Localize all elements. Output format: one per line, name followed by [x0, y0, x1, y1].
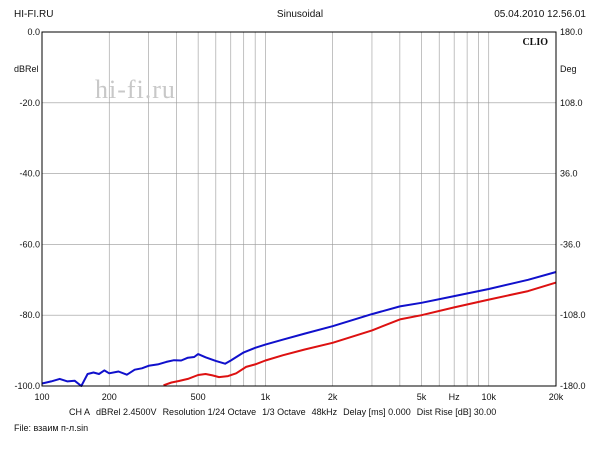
y2-axis-label: Deg — [560, 64, 577, 74]
info-item: Dist Rise [dB] 30.00 — [416, 407, 497, 417]
info-item: CH A — [69, 407, 91, 417]
x-tick-label: 20k — [549, 392, 564, 402]
x-tick-label: 200 — [102, 392, 117, 402]
brand-label: CLIO — [522, 37, 548, 48]
y-tick-label: -40.0 — [19, 169, 40, 179]
y2-tick-label: 36.0 — [560, 169, 578, 179]
x-tick-label: 10k — [481, 392, 496, 402]
x-tick-label: 500 — [191, 392, 206, 402]
watermark-text: hi-fi.ru — [95, 75, 176, 104]
app-title: HI-FI.RU — [14, 9, 54, 20]
measurement-info: CH A dBRel 2.4500V Resolution 1/24 Octave 1… — [69, 407, 502, 417]
info-item: dBRel 2.4500V — [96, 407, 157, 417]
axis-labels: 0.0 -20.0 -40.0 -60.0 -80.0 -100.0 180.0 108.0 3… — [14, 27, 586, 402]
y-tick-label: 0.0 — [27, 27, 40, 37]
x-tick-label: 2k — [328, 392, 338, 402]
measurement-mode: Sinusoidal — [276, 9, 324, 20]
x-tick-label: 100 — [34, 392, 49, 402]
y-tick-label: -60.0 — [19, 239, 40, 249]
y2-tick-label: -108.0 — [560, 310, 586, 320]
timestamp: 05.04.2010 12.56.01 — [494, 9, 586, 20]
y2-tick-label: -36.0 — [560, 239, 581, 249]
y-tick-label: -100.0 — [14, 381, 40, 391]
info-item: Delay [ms] 0.000 — [343, 407, 411, 417]
x-tick-label: 1k — [261, 392, 271, 402]
watermark: hi-fi.ru — [95, 75, 176, 104]
file-name: File: взаим п-л.sin — [14, 423, 89, 433]
y2-tick-label: 108.0 — [560, 98, 583, 108]
plot-frame — [41, 31, 557, 387]
x-tick-label: 5k — [417, 392, 427, 402]
info-item: 48kHz — [311, 407, 338, 417]
y-axis-label: dBRel — [14, 64, 39, 74]
series-line-1 — [41, 271, 557, 387]
y2-tick-label: 180.0 — [560, 27, 583, 37]
y-tick-label: -20.0 — [19, 98, 40, 108]
x-unit-label: Hz — [449, 392, 460, 402]
series-line-2 — [163, 281, 557, 387]
y2-tick-label: -180.0 — [560, 381, 586, 391]
info-item: 1/3 Octave — [262, 407, 306, 417]
series-layer — [41, 271, 557, 387]
y-tick-label: -80.0 — [19, 310, 40, 320]
info-item: Resolution 1/24 Octave — [162, 407, 257, 417]
